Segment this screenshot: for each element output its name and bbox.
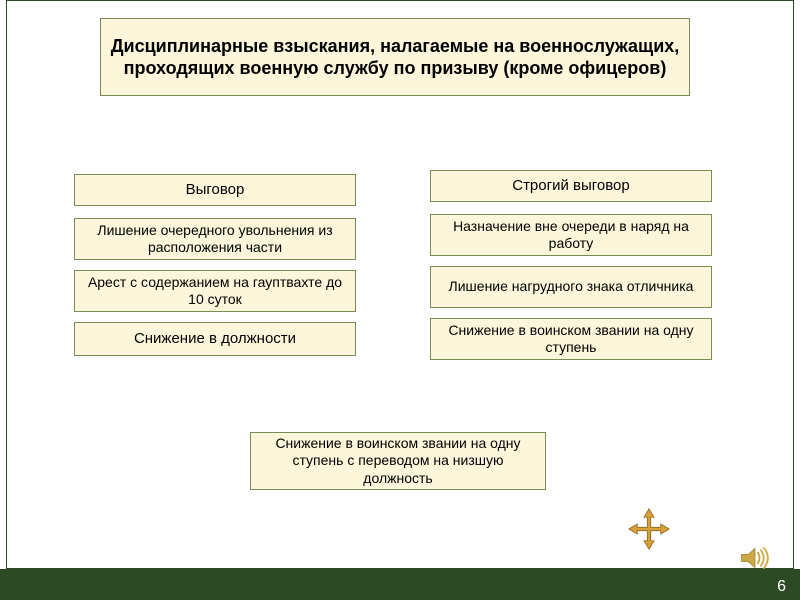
footer-bar: 6 (0, 569, 800, 600)
title-box: Дисциплинарные взыскания, налагаемые на … (100, 18, 690, 96)
left-text-2: Арест с содержанием на гауптвахте до 10 … (81, 274, 349, 309)
right-box-3: Снижение в воинском звании на одну ступе… (430, 318, 712, 360)
left-text-0: Выговор (186, 181, 245, 200)
left-text-1: Лишение очередного увольнения из располо… (81, 222, 349, 257)
left-box-0: Выговор (74, 174, 356, 206)
slide: Дисциплинарные взыскания, налагаемые на … (0, 0, 800, 600)
left-box-2: Арест с содержанием на гауптвахте до 10 … (74, 270, 356, 312)
left-box-3: Снижение в должности (74, 322, 356, 356)
left-text-3: Снижение в должности (134, 330, 296, 349)
right-text-1: Назначение вне очереди в наряд на работу (437, 218, 705, 253)
page-number: 6 (777, 578, 786, 596)
speaker-icon[interactable] (740, 546, 770, 570)
right-box-2: Лишение нагрудного знака отличника (430, 266, 712, 308)
left-box-1: Лишение очередного увольнения из располо… (74, 218, 356, 260)
bottom-text: Снижение в воинском звании на одну ступе… (257, 435, 539, 488)
bottom-box: Снижение в воинском звании на одну ступе… (250, 432, 546, 490)
move-arrows-icon[interactable] (628, 508, 670, 550)
right-box-1: Назначение вне очереди в наряд на работу (430, 214, 712, 256)
right-text-3: Снижение в воинском звании на одну ступе… (437, 322, 705, 357)
title-text: Дисциплинарные взыскания, налагаемые на … (107, 35, 683, 80)
right-box-0: Строгий выговор (430, 170, 712, 202)
right-text-0: Строгий выговор (512, 177, 630, 196)
right-text-2: Лишение нагрудного знака отличника (449, 278, 694, 296)
